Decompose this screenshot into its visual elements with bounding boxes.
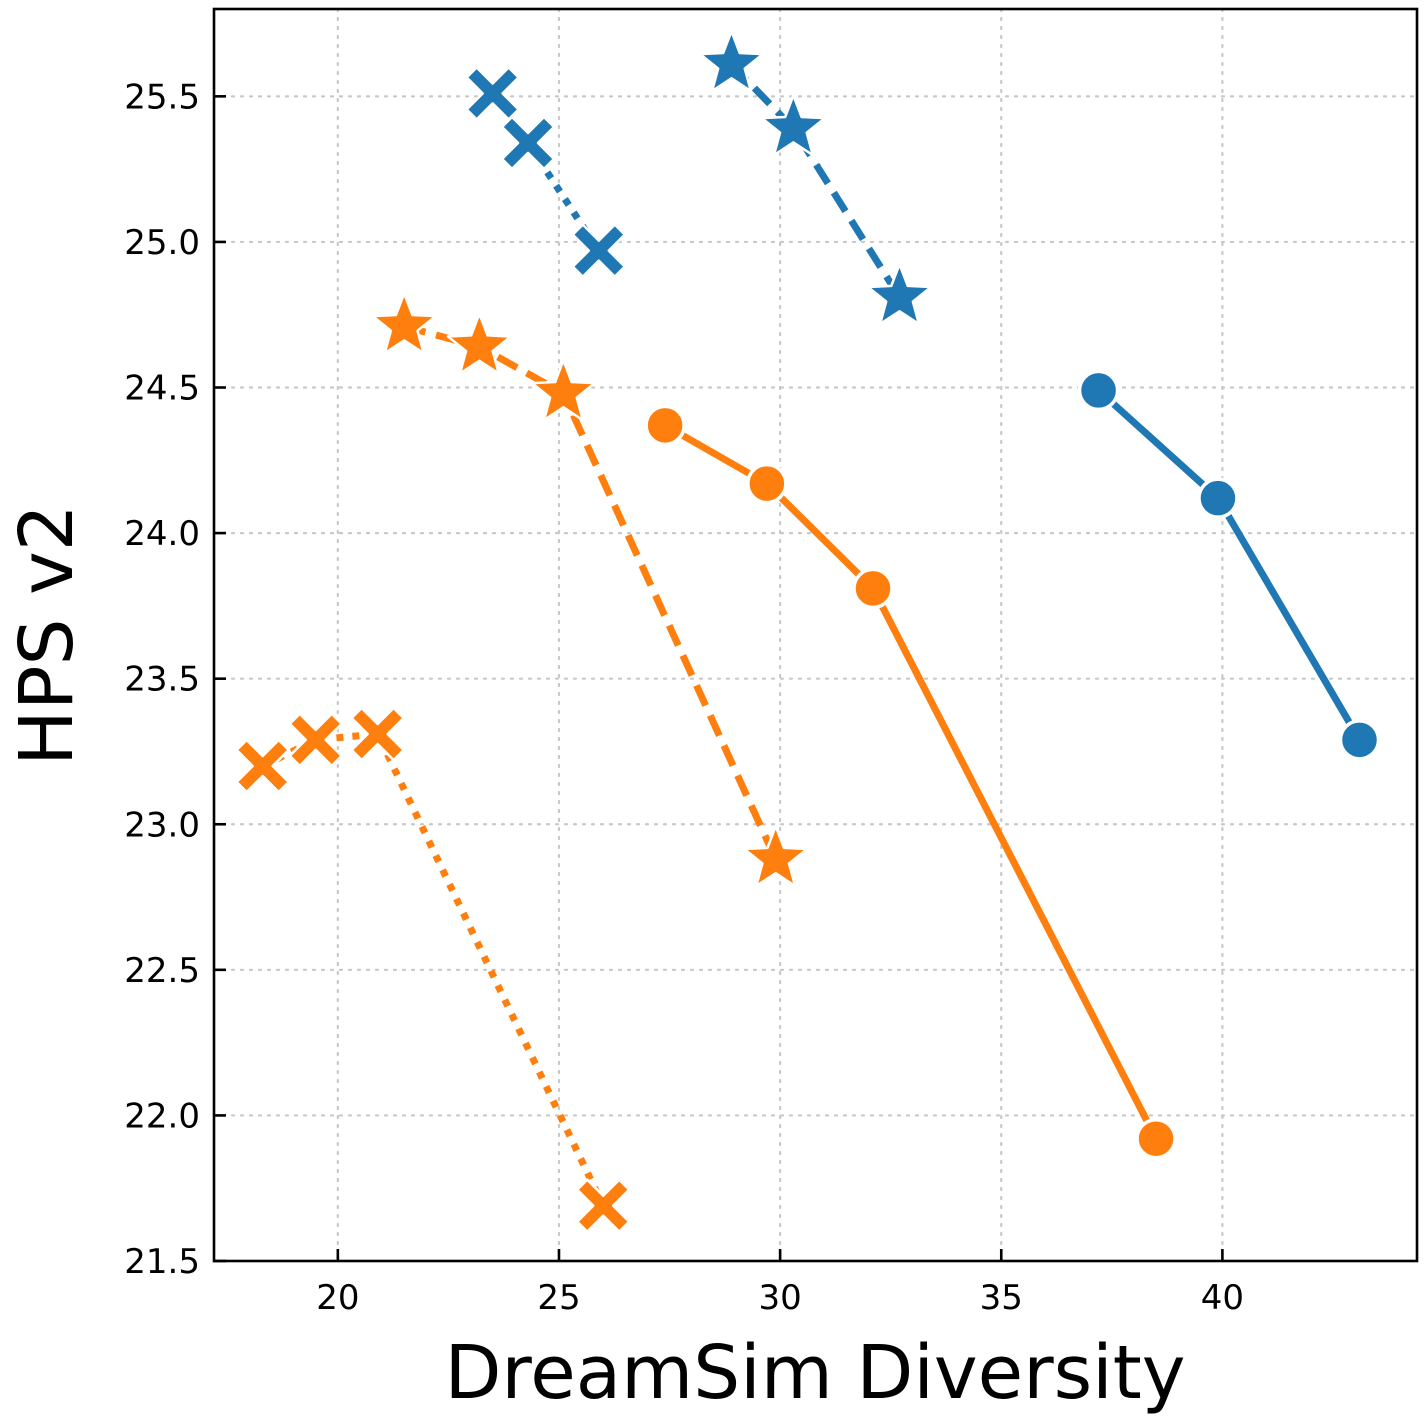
data-point <box>866 263 933 326</box>
series-circle-solid-3 <box>644 404 1177 1160</box>
y-tick-label: 25.5 <box>124 77 200 117</box>
x-tick-label: 25 <box>537 1278 580 1318</box>
data-point <box>1197 477 1239 519</box>
x-axis-title: DreamSim Diversity <box>444 1330 1185 1416</box>
series-layer <box>235 30 1381 1233</box>
data-point <box>1077 369 1120 412</box>
series-circle-solid-0 <box>1077 369 1381 761</box>
data-point <box>743 824 809 888</box>
axis-ticks: 20 25 30 35 40 21.5 22.0 22.5 23.0 23.5 24.0 24.5 25… <box>124 77 1244 1318</box>
y-tick-label: 23.5 <box>124 660 200 700</box>
series-line <box>728 61 903 300</box>
data-point <box>1135 1117 1177 1160</box>
x-tick-label: 40 <box>1201 1278 1244 1318</box>
data-point <box>465 66 520 121</box>
data-point <box>575 1178 631 1233</box>
data-point <box>350 706 405 762</box>
data-point <box>500 115 556 171</box>
plot-frame <box>212 7 1419 1263</box>
data-point <box>446 312 512 375</box>
data-point <box>235 738 290 794</box>
x-tick-label: 20 <box>316 1278 359 1318</box>
data-point <box>644 404 686 447</box>
x-tick-label: 35 <box>980 1278 1023 1318</box>
y-axis-title: HPS v2 <box>4 504 90 766</box>
series-line <box>661 421 1160 1143</box>
y-tick-label: 25.0 <box>124 223 200 263</box>
y-tick-label: 24.5 <box>124 369 200 409</box>
y-tick-label: 22.0 <box>124 1096 200 1136</box>
data-point <box>698 30 765 93</box>
data-point <box>371 292 437 355</box>
y-tick-label: 22.5 <box>124 951 200 991</box>
grid <box>212 7 1419 1263</box>
data-point <box>852 567 894 610</box>
series-line <box>1095 386 1363 744</box>
series-star-dashed-1 <box>698 30 933 326</box>
y-tick-label: 24.0 <box>124 514 200 554</box>
data-point <box>1338 719 1381 761</box>
y-tick-label: 21.5 <box>124 1242 200 1282</box>
series-star-dashed-4 <box>371 292 809 888</box>
data-point <box>571 223 627 278</box>
data-point <box>760 94 827 157</box>
series-x-dotted-2 <box>465 66 627 278</box>
data-point <box>746 462 788 505</box>
series-x-dotted-5 <box>235 706 631 1233</box>
series-line <box>403 322 779 861</box>
data-point <box>530 359 597 422</box>
y-tick-label: 23.0 <box>124 805 200 845</box>
x-tick-label: 30 <box>758 1278 801 1318</box>
data-point <box>288 712 343 768</box>
